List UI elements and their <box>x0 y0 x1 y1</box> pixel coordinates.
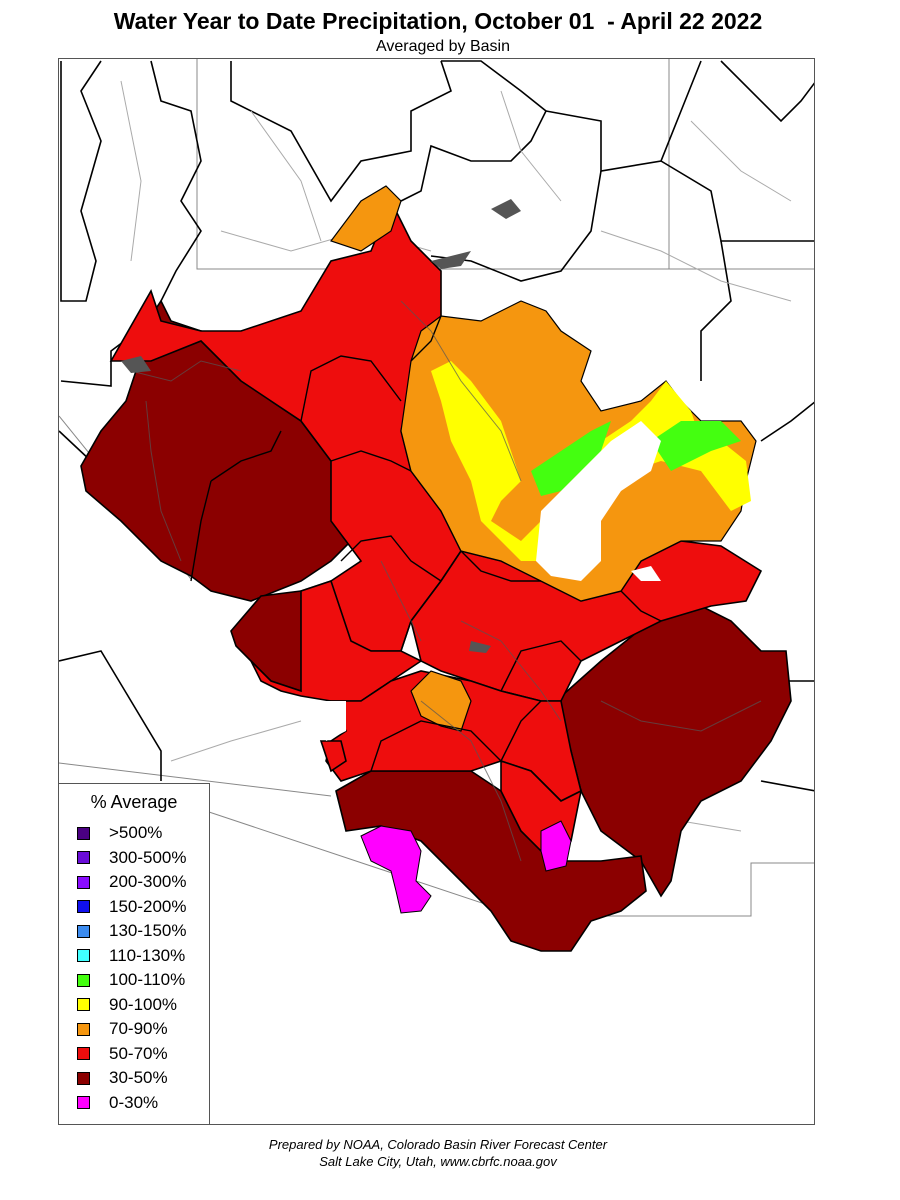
legend-label: 70-90% <box>109 1019 168 1038</box>
legend: % Average >500% 300-500% 200-300% 150-200% 1… <box>58 783 210 1125</box>
legend-item: 300-500% <box>77 848 187 868</box>
legend-item: 150-200% <box>77 897 187 917</box>
legend-item: 30-50% <box>77 1068 168 1088</box>
rivers-inside <box>130 300 762 862</box>
legend-item: >500% <box>77 823 162 843</box>
legend-item: 0-30% <box>77 1093 158 1113</box>
legend-label: 130-150% <box>109 921 187 940</box>
legend-item: 130-150% <box>77 921 187 941</box>
legend-swatch <box>77 1047 90 1060</box>
basins-100-110 <box>531 421 741 496</box>
legend-swatch <box>77 1071 90 1085</box>
credit-line-1: Prepared by NOAA, Colorado Basin River F… <box>268 1137 608 1152</box>
legend-label: 30-50% <box>109 1068 168 1087</box>
legend-label: 150-200% <box>109 896 187 916</box>
reservoirs <box>121 199 521 653</box>
basin-divides <box>190 315 662 772</box>
legend-swatch <box>77 949 90 962</box>
legend-label: 100-110% <box>109 970 186 989</box>
legend-label: 90-100% <box>109 994 178 1014</box>
legend-swatch <box>77 875 90 889</box>
legend-label: >500% <box>109 823 163 842</box>
legend-label: 0-30% <box>109 1092 159 1112</box>
legend-item: 100-110% <box>77 970 185 990</box>
legend-swatch <box>77 1022 90 1036</box>
legend-item: 90-100% <box>77 995 177 1015</box>
basins-30-50 <box>80 299 792 952</box>
legend-swatch <box>77 851 90 864</box>
legend-item: 70-90% <box>77 1019 168 1039</box>
legend-title: % Average <box>90 792 178 812</box>
basin-map <box>59 59 814 952</box>
map-title: Water Year to Date Precipitation, Octobe… <box>113 8 763 34</box>
credit-line-2: Salt Lake City, Utah, www.cbrfc.noaa.gov <box>319 1154 557 1169</box>
legend-swatch <box>77 826 90 840</box>
legend-item: 50-70% <box>77 1044 168 1064</box>
legend-swatch <box>77 973 90 987</box>
legend-swatch <box>77 900 90 913</box>
legend-item: 200-300% <box>77 872 187 892</box>
legend-item: 110-130% <box>77 946 185 966</box>
legend-swatch <box>77 924 90 938</box>
legend-label: 50-70% <box>109 1043 168 1063</box>
no-data-areas <box>321 421 661 741</box>
legend-label: 200-300% <box>109 872 187 891</box>
legend-label: 300-500% <box>109 847 187 867</box>
legend-swatch <box>77 1096 90 1109</box>
basins-0-30 <box>360 820 572 914</box>
legend-swatch <box>77 998 90 1011</box>
map-subtitle: Averaged by Basin <box>375 38 510 55</box>
legend-label: 110-130% <box>109 945 186 965</box>
state-boundaries <box>59 59 814 917</box>
